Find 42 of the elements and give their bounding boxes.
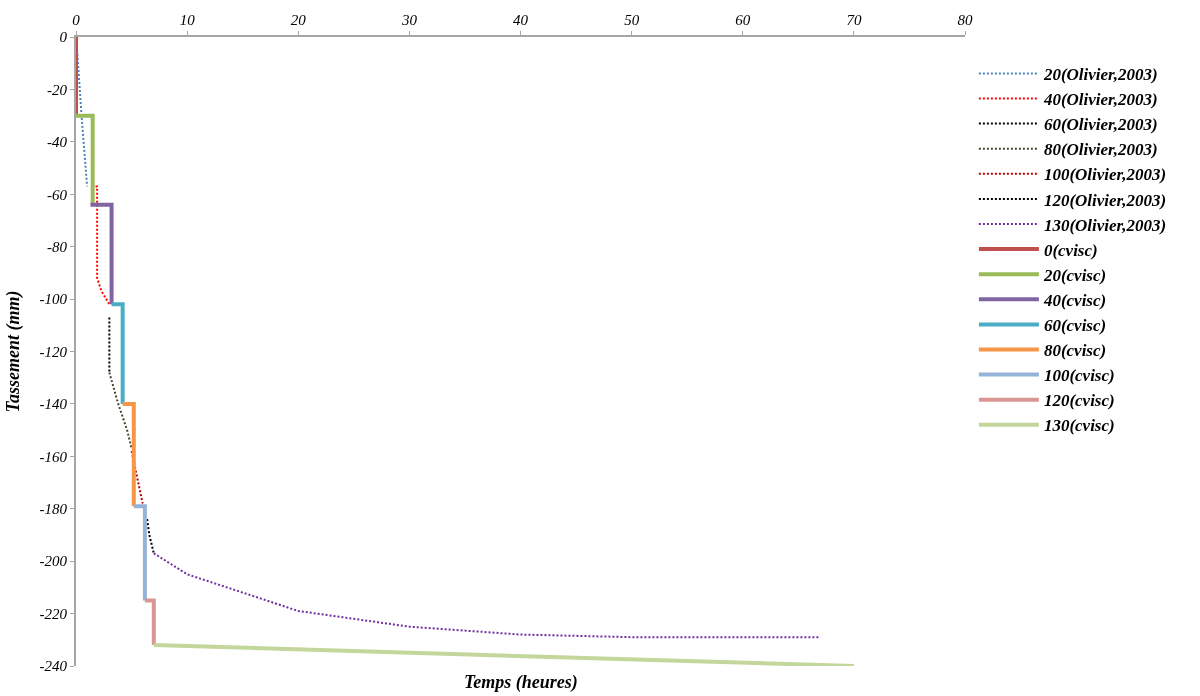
y-tick-label: -120 [39,343,68,360]
line-series [152,552,822,639]
y-tick-label: -40 [47,134,68,151]
x-tick-label: 30 [400,12,418,28]
y-tick-label: -60 [47,186,68,203]
y-tick-label: -140 [39,396,68,413]
line-series [130,450,144,505]
y-tick-label: -200 [39,553,68,570]
legend-label: 120(cvisc) [1043,391,1115,411]
legend-label: 130(Olivier,2003) [1043,215,1167,235]
legend-label: 120(Olivier,2003) [1043,190,1167,210]
x-tick-label: 20 [290,12,307,28]
legend-label: 40(Olivier,2003) [1042,90,1158,110]
y-tick-label: 0 [59,29,68,46]
y-axis-title: Tassement (mm) [3,290,25,413]
legend-label: 80(cvisc) [1043,341,1107,361]
legend-label: 20(cvisc) [1042,265,1107,285]
x-tick-label: 60 [735,12,751,28]
x-tick-label: 70 [846,12,862,28]
x-tick-label: 50 [624,12,640,28]
x-tick-label: 10 [179,12,196,28]
legend-label: 130(cvisc) [1043,416,1115,436]
legend-label: 100(Olivier,2003) [1043,165,1167,185]
x-axis-title: Temps (heures) [464,672,578,693]
legend-label: 80(Olivier,2003) [1043,140,1158,160]
line-series [108,371,133,450]
y-tick-label: -80 [47,238,68,255]
legend-label: 40(cvisc) [1042,290,1107,310]
legend-label: 60(Olivier,2003) [1043,115,1158,135]
y-tick-label: -20 [47,81,68,98]
legend-label: 100(cvisc) [1043,366,1115,386]
y-tick-label: -160 [39,448,68,465]
y-tick-label: -220 [39,605,68,622]
x-tick-label: 40 [513,12,529,28]
x-tick-label: 0 [72,12,81,28]
y-tick-label: -100 [39,291,68,308]
legend-label: 0(cvisc) [1043,240,1098,260]
legend-label: 20(Olivier,2003) [1042,65,1158,85]
y-tick-label: -180 [39,501,68,517]
x-tick-label: 80 [957,12,973,28]
y-tick-label: -240 [39,658,68,675]
legend-label: 60(cvisc) [1043,316,1107,336]
